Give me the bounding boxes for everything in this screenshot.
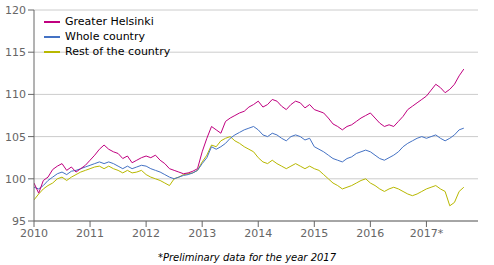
svg-text:2016: 2016: [356, 227, 384, 240]
svg-text:2012: 2012: [132, 227, 160, 240]
svg-text:2013: 2013: [188, 227, 216, 240]
svg-text:95: 95: [12, 215, 26, 228]
html-text:*Preliminary data for the year: *Preliminary data for the year 2017: [157, 252, 337, 263]
svg-text:2017*: 2017*: [410, 227, 444, 240]
svg-text:110: 110: [8, 88, 26, 101]
svg-text:120: 120: [8, 4, 26, 17]
svg-text:2011: 2011: [76, 227, 104, 240]
svg-text:100: 100: [8, 173, 26, 186]
svg-text:2010: 2010: [20, 227, 48, 240]
svg-text:2015: 2015: [300, 227, 328, 240]
svg-text:105: 105: [8, 131, 26, 144]
svg-text:115: 115: [8, 46, 26, 59]
svg-text:2014: 2014: [244, 227, 272, 240]
html-text:Rest of the country: Rest of the country: [65, 45, 171, 58]
html-text:Whole country: Whole country: [65, 30, 145, 43]
html-text:Greater Helsinki: Greater Helsinki: [65, 15, 154, 28]
